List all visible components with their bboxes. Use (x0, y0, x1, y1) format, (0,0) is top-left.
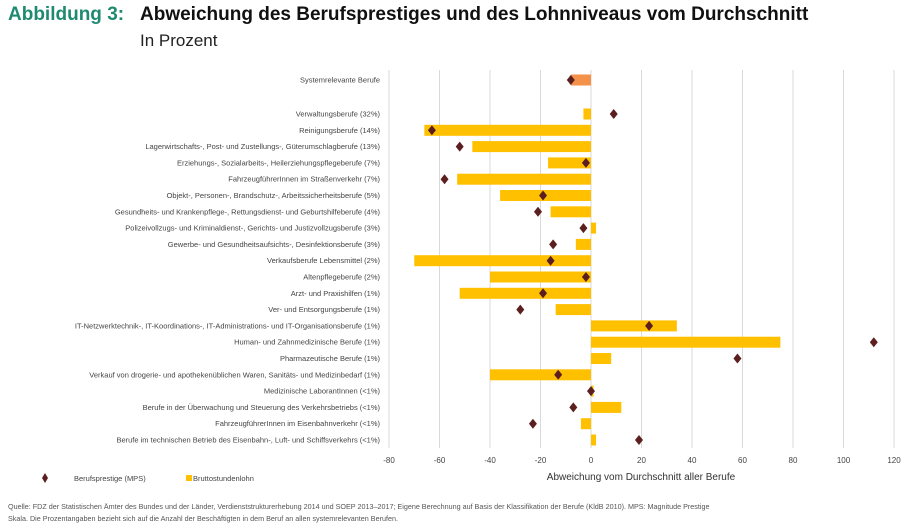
wage-bar (591, 336, 781, 348)
category-label: Verkaufsberufe Lebensmittel (2%) (267, 256, 380, 265)
legend-diamond-icon (42, 473, 48, 483)
x-tick-label: 0 (589, 456, 594, 465)
category-label: Lagerwirtschafts-, Post- und Zustellungs… (145, 142, 380, 151)
x-tick-label: 120 (887, 456, 901, 465)
category-label: Gesundheits- und Krankenpflege-, Rettung… (115, 207, 381, 216)
footnote-line: Quelle: FDZ der Statistischen Ämter des … (8, 502, 710, 511)
wage-bar (575, 238, 591, 250)
wage-bar (490, 369, 591, 381)
prestige-diamond (609, 109, 618, 119)
x-tick-label: 40 (688, 456, 697, 465)
category-label: Human- und Zahnmedizinische Berufe (1%) (234, 338, 380, 347)
footnote: Quelle: FDZ der Statistischen Ämter des … (8, 501, 908, 525)
category-label: Ver- und Entsorgungsberufe (1%) (268, 305, 380, 314)
category-label: Berufe im technischen Betrieb des Eisenb… (116, 436, 380, 445)
wage-bar (591, 434, 597, 446)
x-tick-label: -60 (434, 456, 446, 465)
prestige-diamond (546, 255, 555, 266)
category-label: Erziehungs-, Sozialarbeits-, Heilerziehu… (177, 158, 381, 167)
category-label: Verkauf von drogerie- und apothekenüblic… (89, 370, 380, 379)
wage-bar (472, 141, 591, 153)
x-tick-label: -20 (535, 456, 547, 465)
footnote-line: Skala. Die Prozentangaben bezieht sich a… (8, 514, 398, 523)
prestige-diamond (539, 288, 548, 299)
chart-title: Abweichung des Berufsprestiges und des L… (140, 4, 809, 25)
prestige-diamond (455, 141, 464, 152)
x-tick-label: -40 (484, 456, 496, 465)
category-label: FahrzeugführerInnen im Eisenbahnverkehr … (215, 419, 380, 428)
x-axis-title: Abweichung vom Durchschnitt aller Berufe (547, 472, 736, 483)
header: Abbildung 3: Abweichung des Berufsprestig… (8, 4, 808, 26)
x-tick-label: -80 (383, 456, 395, 465)
category-label: FahrzeugführerInnen im Straßenverkehr (7… (228, 175, 380, 184)
wage-bar (570, 74, 591, 86)
category-label: Altenpflegeberufe (2%) (303, 273, 380, 282)
prestige-diamond (533, 206, 542, 217)
wage-bar (457, 173, 591, 185)
wage-bar (424, 124, 591, 136)
prestige-diamond (581, 157, 590, 168)
prestige-diamond (579, 223, 588, 234)
prestige-diamond (645, 320, 654, 331)
wage-bar (591, 320, 677, 332)
x-tick-label: 100 (837, 456, 851, 465)
chart: Systemrelevante Berufe Verwaltungsberufe … (42, 70, 901, 483)
wage-bar (583, 108, 591, 120)
wage-bar (414, 255, 591, 267)
prestige-diamond (440, 174, 449, 185)
prestige-diamond (554, 369, 563, 380)
prestige-diamond (528, 418, 537, 429)
category-label: Verwaltungsberufe (32%) (296, 110, 381, 119)
legend-label-wage: Bruttostundenlohn (193, 474, 254, 483)
prestige-diamond (869, 337, 878, 348)
x-tick-label: 60 (738, 456, 747, 465)
prestige-diamond (634, 435, 643, 445)
category-label: Objekt-, Personen-, Brandschutz-, Arbeit… (167, 191, 381, 200)
wage-bar (490, 271, 591, 283)
category-label: Gewerbe- und Gesundheitsaufsichts-, Desi… (168, 240, 381, 249)
prestige-diamond (427, 125, 436, 136)
category-label: Berufe in der Überwachung und Steuerung … (143, 403, 381, 412)
category-label: Pharmazeutische Berufe (1%) (280, 354, 381, 363)
category-label: Polizeivollzugs- und Kriminaldienst-, Ge… (125, 224, 380, 233)
figure-label: Abbildung 3: (8, 4, 125, 25)
wage-bar (550, 206, 591, 218)
prestige-diamond (539, 190, 548, 201)
prestige-diamond (549, 239, 558, 250)
wage-bar (459, 287, 591, 299)
wage-bar (580, 418, 591, 430)
wage-bar (591, 222, 597, 234)
x-tick-label: 80 (789, 456, 798, 465)
prestige-diamond (566, 75, 575, 85)
prestige-diamond (587, 386, 595, 397)
prestige-diamond (733, 353, 742, 364)
prestige-diamond (581, 272, 590, 282)
legend: Berufsprestige (MPS) Bruttostundenlohn (42, 473, 254, 483)
wage-bar (555, 304, 591, 316)
chart-subtitle: In Prozent (140, 31, 218, 50)
category-label: Medizinische LaborantInnen (<1%) (264, 387, 381, 396)
category-label: Arzt- und Praxishilfen (1%) (291, 289, 381, 298)
wage-bar (548, 157, 591, 169)
prestige-diamond (516, 304, 525, 315)
category-label: IT-Netzwerktechnik-, IT-Koordinations-, … (75, 321, 381, 330)
wage-bar (591, 401, 622, 413)
legend-label-prestige: Berufsprestige (MPS) (74, 474, 146, 483)
legend-bar-icon (186, 475, 192, 481)
prestige-diamond (569, 402, 578, 413)
category-label: Reinigungsberufe (14%) (299, 126, 380, 135)
category-label: Systemrelevante Berufe (300, 76, 380, 85)
x-tick-label: 20 (637, 456, 646, 465)
wage-bar (591, 353, 612, 364)
